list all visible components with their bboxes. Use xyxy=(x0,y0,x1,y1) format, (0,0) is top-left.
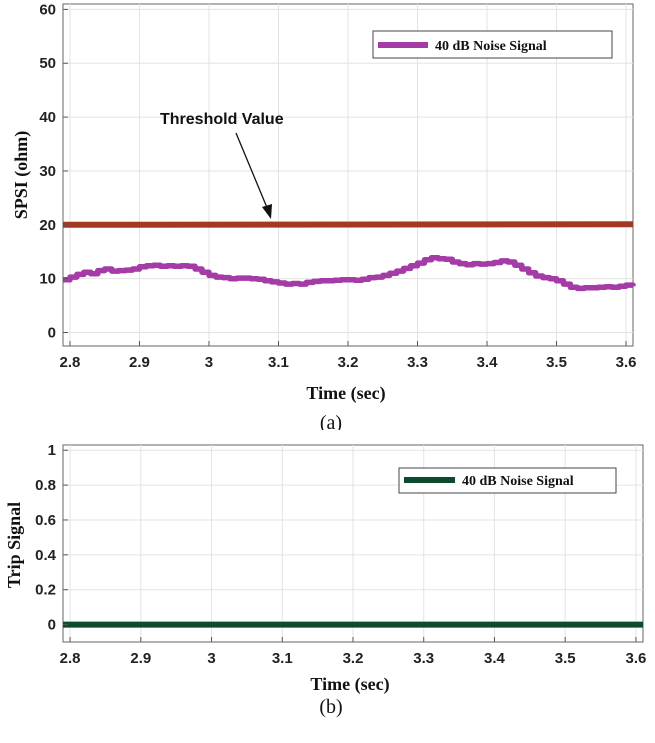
legend-label-a: 40 dB Noise Signal xyxy=(435,39,547,54)
y-ticks-b: 0 0.2 0.4 0.6 0.8 1 xyxy=(35,442,68,634)
x-tick-label: 3.1 xyxy=(272,650,293,667)
x-tick-label: 2.8 xyxy=(60,650,81,667)
y-tick-label: 0.4 xyxy=(35,547,57,564)
x-tick-label: 3.1 xyxy=(268,354,289,371)
gridlines-a xyxy=(63,4,633,346)
y-tick-label: 30 xyxy=(39,163,56,180)
threshold-annotation: Threshold Value xyxy=(160,111,284,128)
legend-b: 40 dB Noise Signal xyxy=(398,467,617,494)
y-ticks-a: 0 10 20 30 40 50 60 xyxy=(39,1,68,342)
x-tick-label: 3.5 xyxy=(546,354,567,371)
series-group-a xyxy=(62,221,636,292)
x-tick-label: 2.9 xyxy=(130,650,151,667)
y-axis-label-b: Trip Signal xyxy=(4,502,24,588)
y-tick-label: 0.6 xyxy=(35,512,56,529)
x-tick-label: 3 xyxy=(205,354,213,371)
x-ticks-b: 2.8 2.9 3 3.1 3.2 3.3 3.4 3.5 3.6 xyxy=(60,637,646,667)
y-tick-label: 0.2 xyxy=(35,582,56,599)
y-tick-label: 50 xyxy=(39,55,56,72)
x-tick-label: 3.4 xyxy=(477,354,499,371)
y-tick-label: 1 xyxy=(48,442,56,459)
threshold-line-a xyxy=(62,221,634,228)
x-tick-label: 2.9 xyxy=(129,354,150,371)
threshold-arrow xyxy=(235,132,272,219)
x-tick-label: 3.5 xyxy=(555,650,576,667)
y-tick-label: 40 xyxy=(39,109,56,126)
y-tick-label: 60 xyxy=(39,1,56,18)
x-tick-label: 3.3 xyxy=(407,354,428,371)
caption-a: (a) xyxy=(320,412,342,430)
legend-a: 40 dB Noise Signal xyxy=(372,30,613,59)
x-tick-label: 3.4 xyxy=(484,650,506,667)
x-tick-label: 3.2 xyxy=(338,354,359,371)
x-tick-label: 3.3 xyxy=(413,650,434,667)
x-tick-label: 3.6 xyxy=(616,354,637,371)
legend-label-b: 40 dB Noise Signal xyxy=(462,474,574,489)
x-tick-label: 3.6 xyxy=(625,650,646,667)
y-tick-label: 0 xyxy=(48,617,56,634)
x-tick-label: 3 xyxy=(207,650,215,667)
caption-b: (b) xyxy=(319,696,342,718)
y-tick-label: 20 xyxy=(39,217,56,234)
x-axis-label-b: Time (sec) xyxy=(310,674,389,695)
x-axis-label-a: Time (sec) xyxy=(306,383,385,404)
y-tick-label: 0 xyxy=(48,325,56,342)
noise-signal-line-a xyxy=(63,254,636,292)
y-tick-label: 0.8 xyxy=(35,477,56,494)
y-axis-label-a: SPSI (ohm) xyxy=(11,131,32,220)
x-tick-label: 3.2 xyxy=(343,650,364,667)
chart-a: 2.8 2.9 3 3.1 3.2 3.3 3.4 3.5 3.6 0102030405060 … xyxy=(11,1,637,430)
y-tick-label: 10 xyxy=(39,271,56,288)
chart-b: 2.8 2.9 3 3.1 3.2 3.3 3.4 3.5 3.6 0 0.2 0.4 0.6 0.8 1… xyxy=(4,442,646,718)
x-tick-label: 2.8 xyxy=(60,354,81,371)
x-ticks-a: 2.8 2.9 3 3.1 3.2 3.3 3.4 3.5 3.6 xyxy=(60,341,637,371)
